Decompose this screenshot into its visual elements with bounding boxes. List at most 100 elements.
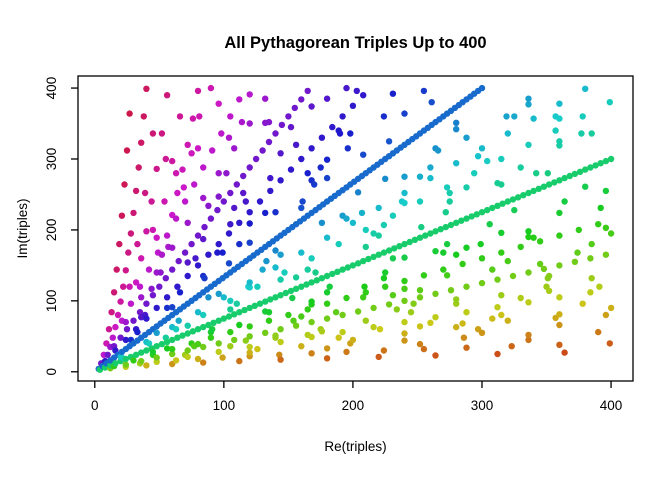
data-point xyxy=(246,239,253,246)
data-point xyxy=(323,174,331,182)
data-point xyxy=(556,321,563,329)
data-point xyxy=(104,351,111,358)
data-point xyxy=(520,192,527,199)
data-point xyxy=(201,223,208,231)
data-point xyxy=(225,134,233,141)
data-point xyxy=(189,328,197,335)
data-point xyxy=(504,317,511,324)
data-point xyxy=(416,323,424,330)
data-point xyxy=(437,226,444,233)
data-point xyxy=(256,198,264,205)
data-point xyxy=(109,334,117,341)
y-tick-label: 400 xyxy=(44,77,59,100)
data-point xyxy=(251,302,258,309)
data-point xyxy=(498,181,505,188)
data-point xyxy=(205,321,212,329)
data-point xyxy=(343,348,350,356)
data-point xyxy=(530,187,537,195)
data-point xyxy=(335,240,342,248)
data-point xyxy=(121,181,128,188)
data-point xyxy=(236,240,243,248)
data-point xyxy=(254,283,261,290)
data-point xyxy=(427,319,434,326)
data-point xyxy=(354,308,362,315)
data-point xyxy=(353,87,360,95)
data-point xyxy=(272,209,279,216)
data-point xyxy=(416,294,424,301)
data-point xyxy=(453,219,460,226)
data-point xyxy=(540,183,548,190)
data-point xyxy=(401,330,408,337)
data-point xyxy=(362,317,369,324)
data-point xyxy=(453,323,460,331)
data-point xyxy=(453,296,460,303)
data-point xyxy=(525,95,532,102)
data-point xyxy=(556,177,563,184)
data-point xyxy=(463,184,470,191)
data-point xyxy=(215,317,222,324)
data-point xyxy=(308,279,315,286)
data-point xyxy=(236,219,243,226)
data-point xyxy=(494,350,501,358)
data-point xyxy=(418,223,425,231)
data-point xyxy=(246,333,253,340)
data-point xyxy=(334,268,341,275)
data-point xyxy=(225,313,233,320)
data-point xyxy=(207,84,215,92)
data-point xyxy=(442,209,449,216)
data-point xyxy=(525,101,532,108)
data-point xyxy=(463,344,470,351)
data-point xyxy=(607,304,615,312)
data-point xyxy=(200,194,207,202)
data-point xyxy=(375,353,382,361)
data-point xyxy=(463,309,470,316)
data-point xyxy=(453,119,460,127)
data-point xyxy=(117,298,124,305)
x-tick-label: 0 xyxy=(91,398,99,413)
data-point xyxy=(272,247,279,254)
data-point xyxy=(407,309,415,316)
data-point xyxy=(174,283,181,290)
data-point xyxy=(169,157,176,165)
points-layer xyxy=(95,84,615,373)
data-point xyxy=(162,275,169,282)
data-point xyxy=(440,249,447,256)
data-point xyxy=(149,292,157,299)
data-point xyxy=(360,257,367,265)
data-point xyxy=(382,175,389,182)
data-point xyxy=(358,209,366,217)
data-point xyxy=(335,334,342,341)
data-point xyxy=(361,283,368,290)
data-point xyxy=(329,123,336,131)
data-point xyxy=(607,230,615,237)
data-point xyxy=(380,113,388,120)
data-point xyxy=(360,151,367,158)
data-point xyxy=(498,292,505,299)
data-point xyxy=(545,287,553,295)
data-point xyxy=(246,304,253,312)
data-point xyxy=(318,275,326,282)
data-point xyxy=(214,206,221,214)
data-point xyxy=(179,332,186,339)
data-point xyxy=(349,262,357,269)
data-point xyxy=(427,164,434,171)
data-point xyxy=(267,296,274,303)
data-point xyxy=(184,322,191,329)
data-point xyxy=(138,349,145,356)
data-point xyxy=(595,221,602,228)
data-point xyxy=(122,355,129,363)
data-point xyxy=(219,249,226,256)
data-point xyxy=(158,340,166,348)
data-point xyxy=(587,255,594,262)
data-point xyxy=(246,91,253,98)
data-point xyxy=(308,145,315,152)
data-point xyxy=(343,294,350,302)
data-point xyxy=(272,294,279,301)
data-point xyxy=(556,232,563,239)
data-point xyxy=(556,311,563,318)
data-point xyxy=(138,139,145,146)
data-point xyxy=(276,351,283,358)
data-point xyxy=(343,84,350,92)
data-point xyxy=(277,326,284,333)
data-point xyxy=(544,170,551,177)
